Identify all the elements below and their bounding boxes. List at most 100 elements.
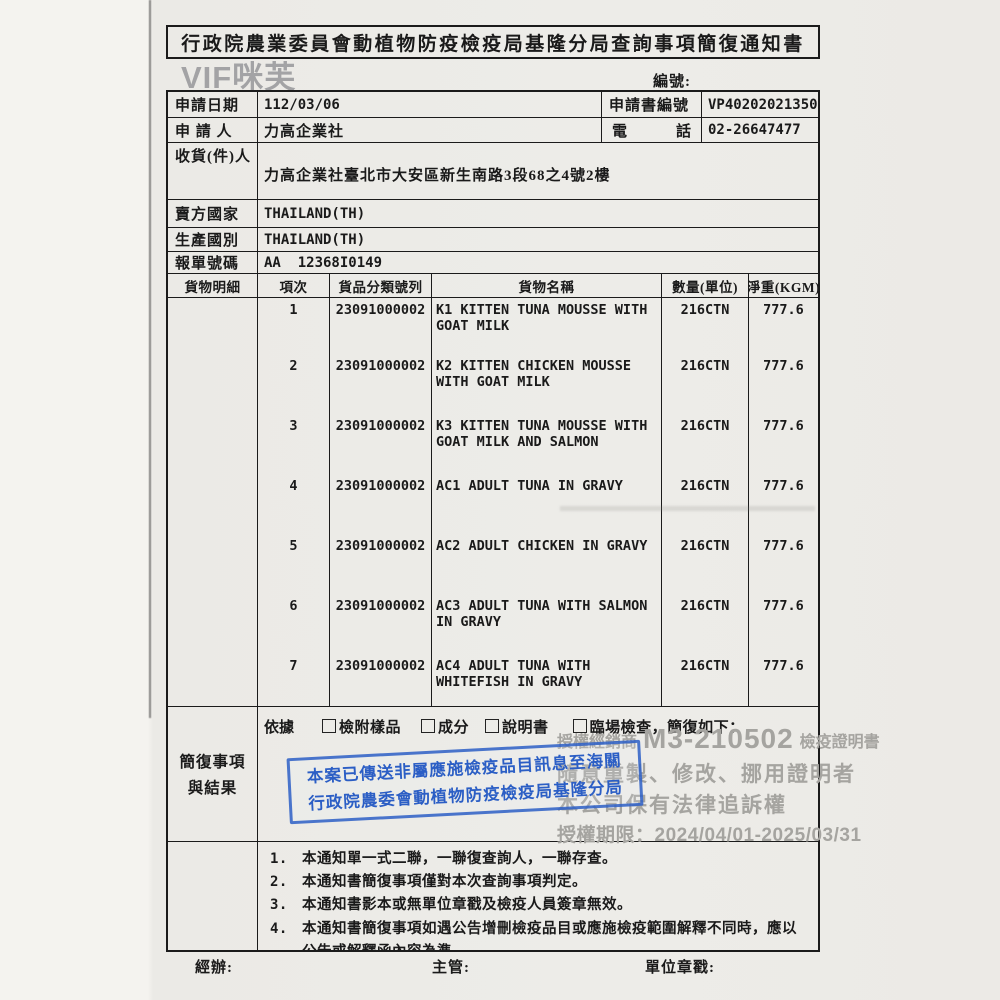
net-weight-column: 777.6 777.6 777.6 777.6 777.6 777.6 777.… [749,298,818,706]
item-net-weight: 777.6 [763,358,804,374]
origin-country-label: 生產國別 [168,228,258,251]
application-no-value: VP402020213502 [708,96,818,113]
cargo-name-column: K1 KITTEN TUNA MOUSSE WITH GOAT MILK K2 … [432,298,662,706]
item-quantity: 216CTN [680,418,730,434]
authorization-watermark-line3: 本公司保有法律追訴權 [557,794,787,817]
cargo-items-left-spacer [168,298,258,706]
row-origin-country: 生產國別 THAILAND(TH) [168,228,818,252]
dealer-code: M3-210502 [643,723,794,754]
applicant-label: 申 請 人 [168,118,258,142]
item-cargo-name: AC4 ADULT TUNA WITH WHITEFISH IN GRAVY [436,658,591,690]
scan-smudge [560,506,815,511]
authorization-watermark-line1: 授權經銷商 M3-210502 檢疫證明書 [557,723,880,754]
row-reply-section: 簡復事項 與結果 依據 檢附樣品 成分 說明書 [168,707,818,842]
basis-label: 依據 [264,719,295,736]
item-net-weight: 777.6 [763,418,804,434]
note-item: 2. 本通知書簡復事項僅對本次查詢事項判定。 [270,874,587,891]
apply-date-label: 申請日期 [168,92,258,117]
checkbox-onsite [572,719,587,733]
item-hs-code: 23091000002 [335,598,426,614]
row-consignee: 收貨(件)人 力高企業社臺北市大安區新生南路3段68之4號2樓 [168,143,818,200]
document-title-box: 行政院農業委員會動植物防疫檢疫局基隆分局查詢事項簡復通知書 [166,25,820,59]
item-hs-code: 23091000002 [335,478,426,494]
col-header-quantity: 數量(單位) [662,274,749,297]
phone-label: 電 話 [602,118,702,142]
row-seller-country: 賣方國家 THAILAND(TH) [168,200,818,228]
reply-section-label: 簡復事項 與結果 [168,707,258,841]
authorization-watermark-line2: 隨意重製、修改、挪用證明者 [557,763,856,786]
unit-seal-label: 單位章戳: [645,960,715,976]
basis-option-sample: 檢附樣品 [322,716,401,737]
item-quantity: 216CTN [680,302,730,318]
phone-value: 02-26647477 [708,122,801,138]
checkbox-manual [485,719,500,733]
item-quantity: 216CTN [680,658,730,674]
checkbox-sample [322,719,337,733]
item-cargo-name: AC1 ADULT TUNA IN GRAVY [436,478,623,494]
row-apply-date: 申請日期 112/03/06 申請書編號 VP402020213502 [168,92,818,118]
consignee-value: 力高企業社臺北市大安區新生南路3段68之4號2樓 [264,168,611,184]
checkbox-ingredient [421,719,436,733]
basis-option-ingredient: 成分 [421,716,469,737]
item-cargo-name: AC3 ADULT TUNA WITH SALMON IN GRAVY [436,598,648,630]
item-no: 4 [289,478,298,494]
item-no: 6 [289,598,298,614]
item-cargo-name: K1 KITTEN TUNA MOUSSE WITH GOAT MILK [436,302,648,334]
origin-country-value: THAILAND(TH) [264,231,366,248]
seller-country-value: THAILAND(TH) [264,205,366,222]
item-quantity: 216CTN [680,478,730,494]
item-quantity: 216CTN [680,358,730,374]
application-no-label: 申請書編號 [602,92,702,117]
col-header-net-weight: 淨重(KGM) [749,279,818,295]
item-net-weight: 777.6 [763,598,804,614]
reply-section-body: 依據 檢附樣品 成分 說明書 臨場檢查，簡復如下： [258,707,818,841]
item-hs-code: 23091000002 [335,538,426,554]
item-no: 5 [289,538,298,554]
item-quantity: 216CTN [680,598,730,614]
row-cargo-items: 1 2 3 4 5 6 7 23091000002 23091000002 23… [168,298,818,707]
item-net-weight: 777.6 [763,538,804,554]
row-applicant: 申 請 人 力高企業社 電 話 02-26647477 [168,118,818,143]
row-declaration-no: 報單號碼 AA 12368I0149 [168,252,818,274]
basis-option-onsite: 臨場檢查，簡復如下： [572,716,745,737]
row-notes: 1. 本通知單一式二聯，一聯復查詢人，一聯存查。 2. 本通知書簡復事項僅對本次… [168,842,818,950]
item-net-weight: 777.6 [763,478,804,494]
item-no: 7 [289,658,298,674]
scan-edge-line [149,0,151,718]
row-cargo-header: 貨物明細 項次 貨品分類號列 貨物名稱 數量(單位) 淨重(KGM) [168,274,818,298]
note-item: 1. 本通知單一式二聯，一聯復查詢人，一聯存查。 [270,851,617,867]
apply-date-value: 112/03/06 [258,92,602,117]
note-item: 4. 本通知書簡復事項如遇公告增刪檢疫品目或應施檢疫範圍解釋不同時，應以公告或解… [270,920,797,950]
basis-line: 依據 檢附樣品 成分 說明書 臨場檢查，簡復如下： [258,707,818,737]
item-hs-code: 23091000002 [335,658,426,674]
item-hs-code: 23091000002 [335,358,426,374]
notes-left-spacer [168,842,258,950]
supervisor-label: 主管: [432,960,470,976]
item-no: 1 [289,302,298,318]
vif-watermark: VIF咪芙 [181,60,297,95]
declaration-no-label: 報單號碼 [168,252,258,273]
cargo-section-label: 貨物明細 [168,274,258,297]
item-no-column: 1 2 3 4 5 6 7 [258,298,330,706]
item-hs-code: 23091000002 [335,418,426,434]
consignee-label: 收貨(件)人 [168,143,258,199]
item-cargo-name: K2 KITTEN CHICKEN MOUSSE WITH GOAT MILK [436,358,632,390]
applicant-value: 力高企業社 [258,118,602,142]
item-quantity: 216CTN [680,538,730,554]
declaration-no-value: AA 12368I0149 [264,254,383,271]
item-no: 3 [289,418,298,434]
serial-number-label: 編號: [653,74,691,90]
col-header-hs-code: 貨品分類號列 [330,274,432,297]
main-form-table: 申請日期 112/03/06 申請書編號 VP402020213502 申 請 … [166,90,820,952]
item-hs-code: 23091000002 [335,302,426,318]
item-cargo-name: AC2 ADULT CHICKEN IN GRAVY [436,538,648,554]
hs-code-column: 23091000002 23091000002 23091000002 2309… [330,298,432,706]
document-title: 行政院農業委員會動植物防疫檢疫局基隆分局查詢事項簡復通知書 [181,33,805,55]
handler-label: 經辦: [195,960,233,976]
item-net-weight: 777.6 [763,658,804,674]
seller-country-label: 賣方國家 [168,200,258,227]
quantity-column: 216CTN 216CTN 216CTN 216CTN 216CTN 216CT… [662,298,749,706]
col-header-item-no: 項次 [258,274,330,297]
col-header-cargo-name: 貨物名稱 [432,274,662,297]
authorization-watermark-line4: 授權期限：2024/04/01-2025/03/31 [557,825,862,846]
